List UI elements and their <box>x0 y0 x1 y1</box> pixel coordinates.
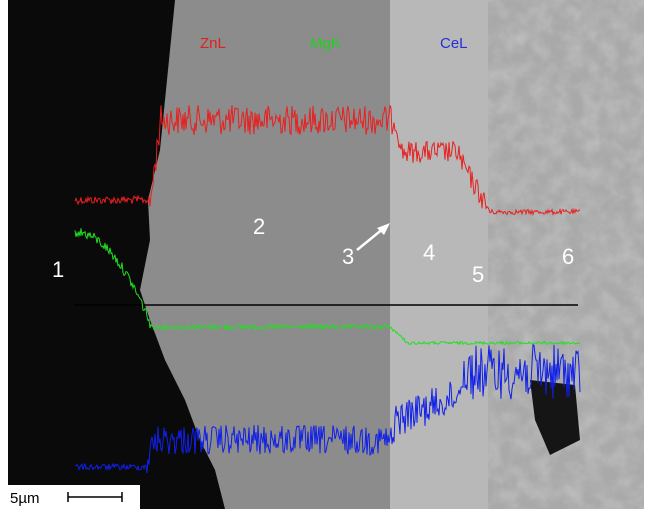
region-label: 4 <box>423 240 435 265</box>
zn-label: ZnL <box>200 35 226 52</box>
region-label: 1 <box>52 257 64 282</box>
scale-label: 5µm <box>10 490 39 507</box>
region-label: 6 <box>562 244 574 269</box>
micrograph: ZnL MgK CeL 1 2 3 4 5 6 5µm <box>0 0 646 509</box>
ce-label: CeL <box>440 35 468 52</box>
layer-4 <box>390 0 500 509</box>
mg-label: MgK <box>310 35 341 52</box>
region-label: 5 <box>472 262 484 287</box>
region-label: 2 <box>253 214 265 239</box>
region-label: 3 <box>342 244 354 269</box>
